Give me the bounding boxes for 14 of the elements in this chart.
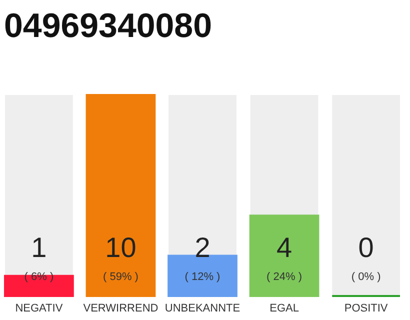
x-tick-label: EGAL (270, 302, 299, 314)
data-label: 4 (276, 232, 292, 263)
annotation: ( 59% ) (102, 271, 138, 283)
x-tick-label: NEGATIV (15, 302, 64, 314)
chart-title: 04969340080 (4, 7, 212, 45)
annotation: ( 24% ) (266, 271, 302, 283)
annotation: ( 12% ) (184, 271, 220, 283)
data-label: 10 (105, 232, 136, 263)
x-tick-label: POSITIV (344, 302, 388, 314)
data-label: 0 (358, 232, 374, 263)
annotation: ( 0% ) (351, 271, 381, 283)
x-tick-label: UNBEKANNTE (164, 302, 240, 314)
x-tick-label: VERWIRREND (83, 302, 158, 314)
data-label: 1 (31, 232, 47, 263)
